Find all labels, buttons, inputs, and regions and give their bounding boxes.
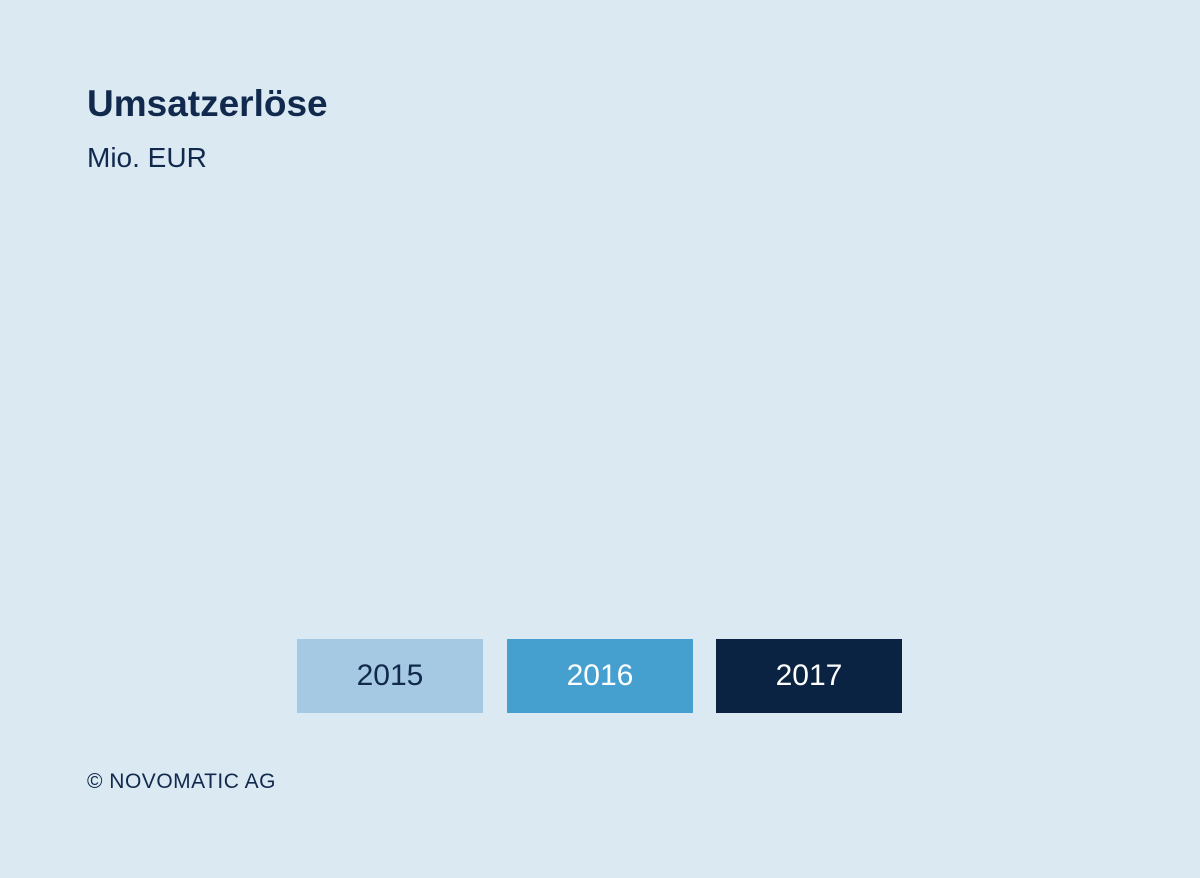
x-axis-label-2016: 2016 [507, 639, 693, 713]
chart-unit-label: Mio. EUR [87, 142, 207, 173]
copyright-notice: © NOVOMATIC AG [87, 770, 276, 793]
chart-title: Umsatzerlöse [87, 83, 328, 124]
x-axis-label-2015: 2015 [297, 639, 483, 713]
x-axis-label-2017: 2017 [716, 639, 902, 713]
